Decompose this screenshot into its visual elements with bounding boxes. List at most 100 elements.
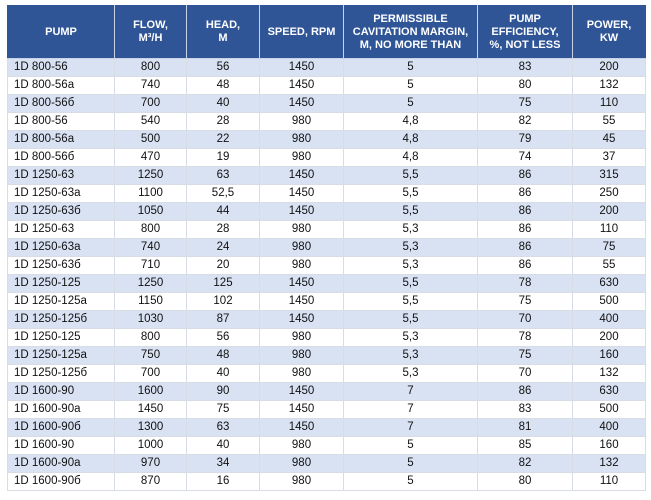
cell-head: 48 [186,346,260,365]
cell-efficiency: 75 [477,94,573,113]
cell-head: 28 [186,112,260,131]
cell-speed: 980 [259,238,344,257]
cell-cavitation: 4,8 [343,130,478,149]
cell-flow: 750 [114,346,187,365]
cell-cavitation: 5,3 [343,220,478,239]
cell-head: 56 [186,328,260,347]
cell-power: 400 [572,418,646,437]
cell-head: 87 [186,310,260,329]
cell-cavitation: 5,5 [343,166,478,185]
cell-flow: 1150 [114,292,187,311]
cell-efficiency: 78 [477,328,573,347]
cell-speed: 1450 [259,94,344,113]
cell-pump: 1D 800-56б [7,148,115,167]
cell-head: 19 [186,148,260,167]
cell-head: 48 [186,76,260,95]
table-row: 1D 1250-125a 1150 102 1450 5,5 75 500 [7,292,646,311]
cell-power: 110 [572,220,646,239]
cell-pump: 1D 800-56 [7,112,115,131]
table-row: 1D 1250-125б 700 40 980 5,3 70 132 [7,364,646,383]
cell-pump: 1D 1600-90 [7,382,115,401]
cell-pump: 1D 1250-125 [7,328,115,347]
cell-pump: 1D 1600-90 [7,436,115,455]
cell-head: 90 [186,382,260,401]
cell-speed: 1450 [259,418,344,437]
table-row: 1D 800-56б 470 19 980 4,8 74 37 [7,148,646,167]
cell-efficiency: 86 [477,166,573,185]
table-row: 1D 1600-90a 970 34 980 5 82 132 [7,454,646,473]
cell-cavitation: 4,8 [343,112,478,131]
cell-power: 132 [572,76,646,95]
cell-power: 500 [572,400,646,419]
cell-head: 28 [186,220,260,239]
cell-speed: 1450 [259,274,344,293]
table-row: 1D 1600-90a 1450 75 1450 7 83 500 [7,400,646,419]
cell-speed: 980 [259,472,344,491]
cell-power: 630 [572,274,646,293]
cell-pump: 1D 1600-90б [7,418,115,437]
cell-efficiency: 78 [477,274,573,293]
cell-power: 75 [572,238,646,257]
cell-speed: 980 [259,256,344,275]
table-row: 1D 1250-125 1250 125 1450 5,5 78 630 [7,274,646,293]
cell-speed: 980 [259,436,344,455]
cell-cavitation: 5,3 [343,346,478,365]
cell-speed: 1450 [259,184,344,203]
cell-power: 200 [572,58,646,77]
cell-flow: 700 [114,94,187,113]
cell-head: 24 [186,238,260,257]
cell-pump: 1D 1250-63a [7,184,115,203]
cell-pump: 1D 1600-90б [7,472,115,491]
cell-pump: 1D 1600-90a [7,400,115,419]
cell-speed: 1450 [259,166,344,185]
cell-power: 110 [572,472,646,491]
cell-power: 315 [572,166,646,185]
cell-flow: 700 [114,364,187,383]
table-row: 1D 1250-125a 750 48 980 5,3 75 160 [7,346,646,365]
cell-pump: 1D 1250-63 [7,166,115,185]
cell-speed: 980 [259,148,344,167]
cell-flow: 800 [114,328,187,347]
cell-head: 102 [186,292,260,311]
cell-power: 45 [572,130,646,149]
table-header: PUMP FLOW, M³/H HEAD, M SPEED, RPM PERMISSIB… [7,5,646,59]
cell-cavitation: 7 [343,400,478,419]
cell-head: 16 [186,472,260,491]
column-header-cavitation: PERMISSIBLE CAVITATION MARGIN, M, NO MOR… [343,5,478,59]
cell-power: 400 [572,310,646,329]
cell-power: 132 [572,454,646,473]
cell-flow: 1450 [114,400,187,419]
cell-cavitation: 7 [343,418,478,437]
cell-cavitation: 5,3 [343,364,478,383]
table-row: 1D 1250-63a 1100 52,5 1450 5,5 86 250 [7,184,646,203]
cell-cavitation: 5 [343,436,478,455]
cell-power: 37 [572,148,646,167]
table-row: 1D 800-56 540 28 980 4,8 82 55 [7,112,646,131]
cell-speed: 980 [259,220,344,239]
cell-cavitation: 7 [343,382,478,401]
cell-pump: 1D 1600-90a [7,454,115,473]
table-row: 1D 1600-90б 1300 63 1450 7 81 400 [7,418,646,437]
cell-power: 110 [572,94,646,113]
cell-power: 160 [572,346,646,365]
cell-speed: 980 [259,112,344,131]
column-header-head: HEAD, M [186,5,260,59]
cell-cavitation: 5,3 [343,328,478,347]
cell-head: 40 [186,94,260,113]
cell-power: 55 [572,112,646,131]
cell-speed: 1450 [259,76,344,95]
cell-flow: 1250 [114,166,187,185]
table-row: 1D 1250-125 800 56 980 5,3 78 200 [7,328,646,347]
cell-efficiency: 86 [477,238,573,257]
cell-pump: 1D 800-56 [7,58,115,77]
pump-specs-table: PUMP FLOW, M³/H HEAD, M SPEED, RPM PERMISSIB… [7,5,646,491]
cell-efficiency: 86 [477,202,573,221]
cell-pump: 1D 1250-125б [7,364,115,383]
cell-flow: 870 [114,472,187,491]
cell-cavitation: 5,5 [343,292,478,311]
table-row: 1D 1600-90 1000 40 980 5 85 160 [7,436,646,455]
cell-cavitation: 5,3 [343,256,478,275]
cell-cavitation: 5,5 [343,184,478,203]
cell-power: 160 [572,436,646,455]
